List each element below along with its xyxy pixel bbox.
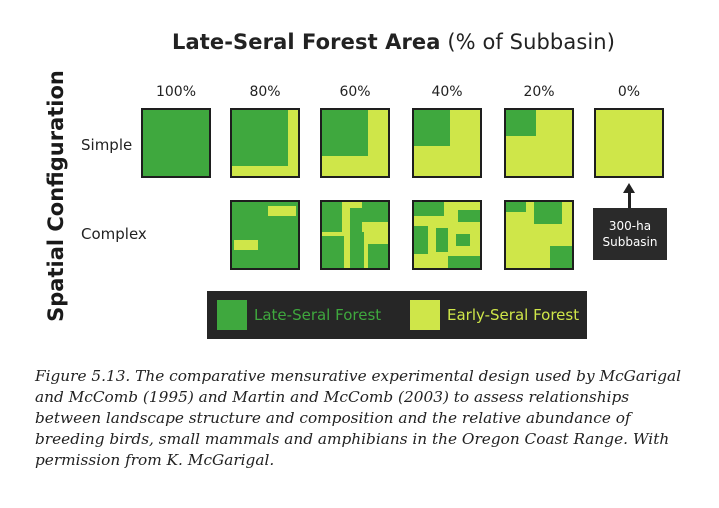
late-seral-patch — [362, 202, 388, 222]
late-seral-patch — [550, 246, 572, 268]
arrow-shaft — [628, 193, 631, 208]
late-seral-patch — [414, 226, 428, 254]
late-seral-patch — [506, 202, 526, 212]
simple-square-60 — [320, 108, 390, 178]
column-label-60: 60% — [339, 84, 371, 100]
y-axis-label: Spatial Configuration — [44, 70, 68, 322]
late-seral-patch — [506, 110, 536, 136]
column-label-40: 40% — [431, 84, 463, 100]
simple-square-20 — [504, 108, 574, 178]
column-label-0: 0% — [617, 84, 641, 100]
late-seral-patch — [534, 202, 562, 224]
early-seral-patch — [268, 206, 296, 216]
callout-unit: Subbasin — [602, 235, 658, 249]
subbasin-callout: 300-ha Subbasin — [593, 208, 667, 260]
simple-square-0 — [594, 108, 664, 178]
row-label-complex: Complex — [81, 225, 147, 243]
figure-caption: Figure 5.13. The comparative mensurative… — [35, 367, 682, 469]
late-seral-patch — [350, 208, 362, 232]
legend-label-early-seral: Early-Seral Forest — [447, 306, 580, 324]
late-seral-patch — [448, 256, 480, 268]
callout-size: 300-ha — [608, 219, 652, 233]
late-seral-patch — [368, 244, 388, 268]
column-label-100: 100% — [155, 84, 197, 100]
late-seral-patch — [456, 234, 470, 246]
complex-square-40 — [412, 200, 482, 270]
late-seral-patch — [232, 110, 288, 166]
row-label-simple: Simple — [81, 136, 133, 154]
late-seral-patch — [458, 210, 480, 222]
late-seral-patch — [143, 110, 209, 176]
late-seral-patch — [436, 228, 448, 252]
late-seral-patch — [414, 202, 444, 216]
figure-title: Late-Seral Forest Area (% of Subbasin) — [172, 30, 615, 54]
arrow-up-icon — [623, 183, 635, 193]
legend: Late-Seral Forest Early-Seral Forest — [207, 291, 587, 339]
title-suffix: (% of Subbasin) — [447, 30, 616, 54]
late-seral-patch — [414, 110, 450, 146]
early-seral-patch — [234, 240, 258, 250]
complex-square-20 — [504, 200, 574, 270]
title-main: Late-Seral Forest Area — [172, 30, 441, 54]
late-seral-patch — [322, 110, 368, 156]
simple-square-100 — [141, 108, 211, 178]
legend-swatch-late-seral — [217, 300, 247, 330]
late-seral-patch — [350, 232, 364, 268]
legend-label-late-seral: Late-Seral Forest — [254, 306, 382, 324]
late-seral-patch — [322, 236, 344, 268]
legend-swatch-early-seral — [410, 300, 440, 330]
simple-square-40 — [412, 108, 482, 178]
column-label-80: 80% — [249, 84, 281, 100]
simple-square-80 — [230, 108, 300, 178]
complex-square-80 — [230, 200, 300, 270]
column-label-20: 20% — [523, 84, 555, 100]
complex-square-60 — [320, 200, 390, 270]
late-seral-patch — [322, 202, 342, 232]
